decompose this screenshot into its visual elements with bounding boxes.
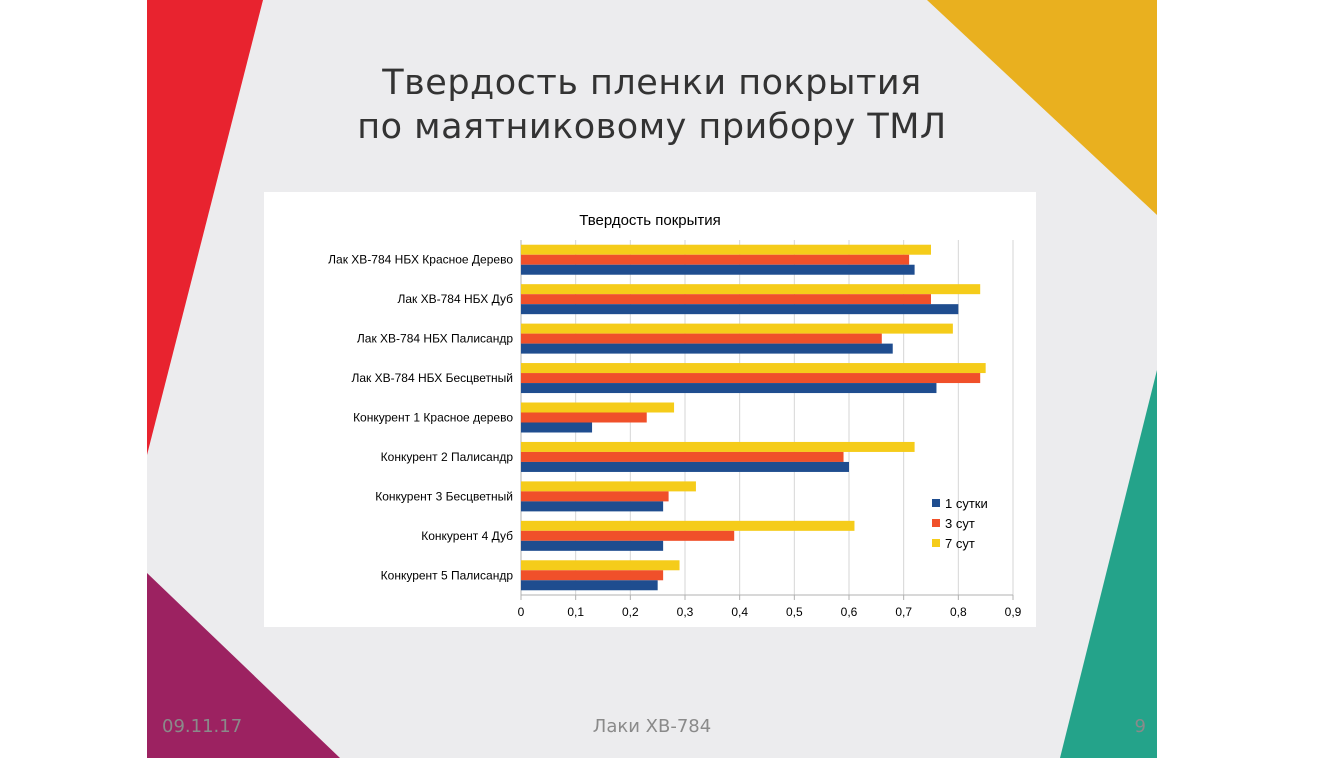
slide-decoration [147, 0, 1157, 758]
x-tick-label: 0,7 [895, 605, 912, 619]
legend-swatch [932, 539, 940, 547]
x-tick-label: 0,3 [677, 605, 694, 619]
bar-3 [521, 560, 680, 571]
bar-1 [521, 304, 959, 315]
category-label: Конкурент 5 Палисандр [381, 568, 514, 582]
bar-3 [521, 284, 981, 295]
slide-title-line-2: по маятниковому прибору ТМЛ [357, 107, 947, 147]
x-tick-label: 0,6 [841, 605, 858, 619]
legend-label: 7 сут [945, 536, 975, 551]
x-tick-label: 0,8 [950, 605, 967, 619]
bar-2 [521, 373, 981, 384]
bar-2 [521, 412, 647, 423]
bar-1 [521, 461, 849, 472]
page-number: 9 [1134, 716, 1146, 737]
category-label: Конкурент 4 Дуб [421, 529, 513, 543]
bar-1 [521, 383, 937, 394]
category-label: Конкурент 1 Красное дерево [353, 411, 513, 425]
footer-date: 09.11.17 [162, 716, 243, 737]
x-tick-label: 0,4 [731, 605, 748, 619]
bar-3 [521, 244, 931, 255]
bar-3 [521, 441, 915, 452]
bar-3 [521, 520, 855, 531]
bar-1 [521, 580, 658, 591]
red-corner-shape [147, 0, 263, 455]
bar-2 [521, 491, 669, 502]
teal-corner-shape [1060, 370, 1157, 758]
x-tick-label: 0 [518, 605, 525, 619]
bar-2 [521, 530, 735, 541]
category-label: Лак ХВ-784 НБХ Палисандр [357, 332, 513, 346]
bar-2 [521, 294, 931, 305]
x-tick-label: 0,9 [1005, 605, 1022, 619]
bar-2 [521, 451, 844, 462]
bar-2 [521, 254, 910, 265]
bar-2 [521, 333, 882, 344]
legend-label: 1 сутки [945, 496, 988, 511]
x-tick-label: 0,2 [622, 605, 639, 619]
category-label: Лак ХВ-784 НБХ Дуб [397, 292, 513, 306]
purple-corner-shape [147, 573, 340, 758]
category-label: Лак ХВ-784 НБХ Бесцветный [352, 371, 514, 385]
legend-label: 3 сут [945, 516, 975, 531]
bar-1 [521, 422, 593, 433]
footer-title: Лаки ХВ-784 [592, 716, 712, 737]
category-label: Конкурент 3 Бесцветный [375, 489, 513, 503]
bar-chart: Твердость покрытия 0 0,1 0,2 0,3 0,4 0,5 0,6 0,7… [328, 212, 1022, 619]
chart-panel: Твердость покрытия 0 0,1 0,2 0,3 0,4 0,5 0,6 0,7… [264, 192, 1036, 627]
slide-title-line-1: Твердость пленки покрытия [382, 63, 922, 103]
legend-swatch [932, 519, 940, 527]
yellow-corner-shape [927, 0, 1157, 215]
bar-3 [521, 363, 986, 374]
chart-title: Твердость покрытия [579, 212, 721, 229]
bar-2 [521, 570, 664, 581]
bar-3 [521, 323, 953, 334]
bar-3 [521, 481, 696, 492]
bar-3 [521, 402, 675, 413]
legend-swatch [932, 499, 940, 507]
category-label: Лак ХВ-784 НБХ Красное Дерево [328, 253, 513, 267]
x-tick-label: 0,1 [567, 605, 584, 619]
bar-1 [521, 343, 893, 354]
bar-1 [521, 540, 664, 551]
bar-1 [521, 501, 664, 512]
slide: Твердость пленки покрытия по маятниковом… [147, 0, 1157, 758]
x-tick-label: 0,5 [786, 605, 803, 619]
category-label: Конкурент 2 Палисандр [381, 450, 514, 464]
bar-1 [521, 264, 915, 275]
